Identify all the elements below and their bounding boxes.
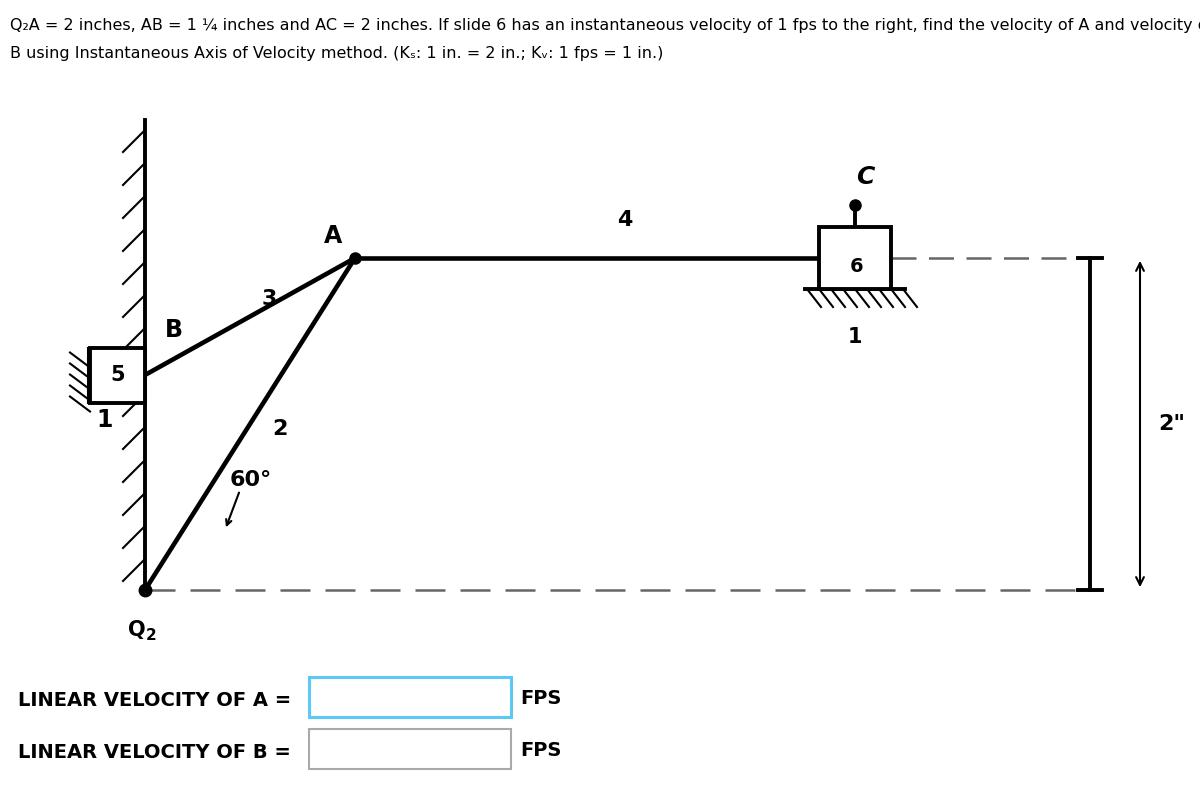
Text: B using Instantaneous Axis of Velocity method. (Kₛ: 1 in. = 2 in.; Kᵥ: 1 fps = 1: B using Instantaneous Axis of Velocity m… <box>10 46 664 61</box>
Text: 2": 2" <box>1158 414 1186 434</box>
FancyBboxPatch shape <box>310 729 511 769</box>
Text: 6: 6 <box>850 257 864 276</box>
Text: FPS: FPS <box>520 689 562 708</box>
Text: 60°: 60° <box>230 470 272 490</box>
Text: 2: 2 <box>145 628 156 643</box>
Text: LINEAR VELOCITY OF A =: LINEAR VELOCITY OF A = <box>18 690 292 709</box>
Text: A: A <box>324 224 342 248</box>
Text: 4: 4 <box>617 210 632 230</box>
Text: 3: 3 <box>262 288 277 308</box>
Text: 1: 1 <box>847 327 863 347</box>
Text: 5: 5 <box>110 365 125 385</box>
Text: B: B <box>166 318 182 342</box>
Text: LINEAR VELOCITY OF B =: LINEAR VELOCITY OF B = <box>18 742 290 761</box>
FancyBboxPatch shape <box>310 677 511 717</box>
Bar <box>90 348 145 403</box>
Text: 1: 1 <box>97 408 113 432</box>
Text: FPS: FPS <box>520 741 562 760</box>
Text: 2: 2 <box>272 419 287 439</box>
Text: C: C <box>856 165 874 189</box>
Text: Q₂A = 2 inches, AB = 1 ¼ inches and AC = 2 inches. If slide 6 has an instantaneo: Q₂A = 2 inches, AB = 1 ¼ inches and AC =… <box>10 18 1200 33</box>
Bar <box>818 227 890 289</box>
Text: Q: Q <box>128 620 146 640</box>
